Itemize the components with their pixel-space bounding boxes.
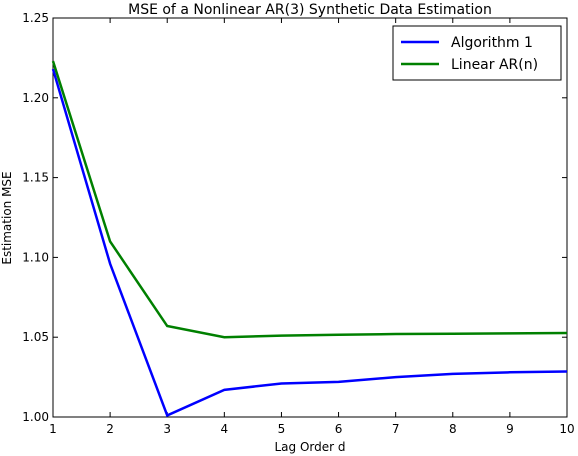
series-line-algorithm-1 [51, 68, 568, 418]
x-tick-label: 2 [106, 422, 114, 436]
y-tick-label: 1.05 [22, 330, 49, 344]
x-tick-label: 4 [221, 422, 229, 436]
x-tick-label: 10 [559, 422, 574, 436]
legend: Algorithm 1 Linear AR(n) [392, 25, 562, 81]
x-tick-label: 9 [506, 422, 514, 436]
series-lines [51, 60, 568, 418]
y-tick-label: 1.10 [22, 250, 49, 264]
legend-label: Linear AR(n) [451, 57, 538, 73]
legend-label: Algorithm 1 [451, 35, 533, 51]
x-tick-label: 5 [278, 422, 286, 436]
x-tick-label: 3 [163, 422, 171, 436]
x-tick-label: 7 [392, 422, 400, 436]
y-axis-ticks: 1.00 1.05 1.10 1.15 1.20 1.25 [22, 11, 567, 424]
x-axis-ticks: 1 2 3 4 5 6 7 8 9 10 [49, 18, 575, 436]
legend-box [392, 25, 562, 81]
series-line-linear-ar-n [51, 60, 568, 339]
chart-title: MSE of a Nonlinear AR(3) Synthetic Data … [128, 2, 492, 18]
y-tick-label: 1.20 [22, 91, 49, 105]
x-tick-label: 1 [49, 422, 57, 436]
x-tick-label: 8 [449, 422, 457, 436]
plot-area [52, 17, 568, 418]
y-tick-label: 1.25 [22, 11, 49, 25]
y-tick-label: 1.15 [22, 171, 49, 185]
x-tick-label: 6 [335, 422, 343, 436]
y-tick-label: 1.00 [22, 410, 49, 424]
plot-frame [52, 17, 568, 418]
x-axis-label: Lag Order d [274, 440, 345, 454]
y-axis-label: Estimation MSE [0, 171, 14, 264]
